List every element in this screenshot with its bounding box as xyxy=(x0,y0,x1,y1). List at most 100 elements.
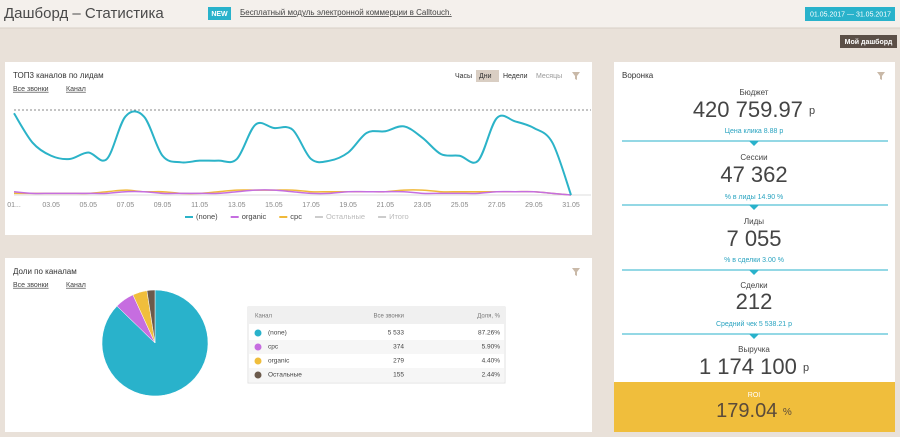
filter-icon[interactable] xyxy=(572,268,580,276)
table-header: Доля, % xyxy=(477,314,500,320)
funnel-panel xyxy=(614,62,895,432)
kpi-number: 1 174 100 xyxy=(699,354,797,379)
kpi-label: Лиды xyxy=(744,217,764,226)
pie-slice xyxy=(146,289,156,344)
page-title: Дашборд – Статистика xyxy=(4,5,164,22)
kpi-value: 179.04 % xyxy=(716,400,792,422)
dashboard-button[interactable]: Мой дашборд xyxy=(845,38,893,46)
filter[interactable]: Все звонки xyxy=(13,86,49,93)
kpi-value: 47 362 xyxy=(720,162,787,187)
kpi-label: Сделки xyxy=(740,281,767,290)
kpi-number: 420 759.97 xyxy=(693,97,803,122)
table-cell: (none) xyxy=(268,330,287,337)
x-tick-label: 11.05 xyxy=(191,202,208,209)
x-tick-label: 15.05 xyxy=(265,202,283,209)
table-cell: 87.26% xyxy=(478,330,500,337)
kpi-number: 7 055 xyxy=(726,226,781,251)
x-tick-label: 09.05 xyxy=(154,202,172,209)
panel-title: Воронка xyxy=(622,71,654,80)
kpi-label: Бюджет xyxy=(740,88,769,97)
roi-box xyxy=(614,382,895,432)
table-cell: 5 533 xyxy=(388,330,405,337)
legend-label[interactable]: organic xyxy=(242,212,267,221)
table-row-bg xyxy=(249,340,504,354)
table-header: Все звонки xyxy=(373,314,404,320)
legend-label[interactable]: Остальные xyxy=(326,212,365,221)
kpi-unit: % xyxy=(783,407,792,418)
period-tab[interactable]: Дни xyxy=(479,73,492,80)
table-cell: 155 xyxy=(393,372,404,379)
news-link[interactable]: Бесплатный модуль электронной коммерции … xyxy=(240,8,452,17)
kpi-number: 212 xyxy=(736,289,773,314)
table-cell: Остальные xyxy=(268,372,302,379)
date-range-bg[interactable] xyxy=(805,7,895,21)
x-tick-label: 27.05 xyxy=(488,202,506,209)
table-cell: organic xyxy=(268,358,290,365)
x-tick-label: 25.05 xyxy=(451,202,469,209)
funnel-arrow xyxy=(749,334,759,339)
table-cell: 374 xyxy=(393,344,404,351)
legend-dot xyxy=(254,329,262,337)
table-cell: 4.40% xyxy=(482,358,501,365)
table-header: Канал xyxy=(255,314,272,320)
kpi-value: 420 759.97 р xyxy=(693,97,815,122)
legend-label[interactable]: Итого xyxy=(389,212,409,221)
series-line xyxy=(13,110,572,196)
date-range[interactable]: 01.05.2017 — 31.05.2017 xyxy=(810,11,891,18)
kpi-note: % в сделки 3.00 % xyxy=(724,257,784,264)
date-from: 01.05.2017 xyxy=(810,11,845,18)
filter[interactable]: Канал xyxy=(66,86,86,93)
filter-icon[interactable] xyxy=(572,72,580,80)
kpi-number: 47 362 xyxy=(720,162,787,187)
x-tick-label: 17.05 xyxy=(302,202,320,209)
x-tick-label: 13.05 xyxy=(228,202,246,209)
series-line xyxy=(13,189,572,196)
x-tick-label: 07.05 xyxy=(117,202,135,209)
legend-dot xyxy=(254,343,262,351)
table-cell: 279 xyxy=(393,358,404,365)
period-active-bg xyxy=(476,70,499,82)
line-panel xyxy=(5,62,592,235)
kpi-label: Выручка xyxy=(738,345,770,354)
dashboard-button-bg[interactable] xyxy=(840,35,897,48)
table-cell: cpc xyxy=(268,344,279,351)
badge: NEW xyxy=(211,11,228,18)
kpi-number: 179.04 xyxy=(716,400,777,422)
filter-icon[interactable] xyxy=(877,72,885,80)
x-tick-label: 31.05 xyxy=(562,202,580,209)
x-tick-label: 01... xyxy=(7,202,21,209)
funnel-arrow xyxy=(749,141,759,146)
legend-label[interactable]: (none) xyxy=(196,212,218,221)
kpi-note: Цена клика 8.88 р xyxy=(725,128,784,135)
legend-dot xyxy=(254,371,262,379)
table-row-bg xyxy=(249,368,504,382)
period-tab[interactable]: Недели xyxy=(503,73,528,80)
legend-dot xyxy=(254,357,262,365)
top-bar xyxy=(0,0,900,28)
kpi-note: Средний чек 5 538.21 р xyxy=(716,320,792,328)
table-header-bg xyxy=(248,307,505,324)
kpi-label: Сессии xyxy=(740,153,767,162)
kpi-value: 1 174 100 р xyxy=(699,354,809,379)
table-cell: 2.44% xyxy=(482,372,501,379)
kpi-note: % в лиды 14.90 % xyxy=(725,194,784,201)
period-tab[interactable]: Часы xyxy=(455,73,472,80)
table-cell: 5.90% xyxy=(482,344,501,351)
kpi-value: 212 xyxy=(736,289,773,314)
funnel-arrow xyxy=(749,270,759,275)
series-line xyxy=(13,189,572,196)
date-to: 31.05.2017 xyxy=(856,11,891,18)
legend-label[interactable]: cpc xyxy=(290,212,302,221)
filter[interactable]: Все звонки xyxy=(13,282,49,289)
funnel-arrow xyxy=(749,205,759,210)
kpi-unit: р xyxy=(803,362,809,374)
date-sep: — xyxy=(847,11,854,18)
filter[interactable]: Канал xyxy=(66,282,86,289)
panel-title: ТОП3 каналов по лидам xyxy=(13,71,104,80)
kpi-value: 7 055 xyxy=(726,226,781,251)
roi-label: ROI xyxy=(748,392,761,399)
x-tick-label: 23.05 xyxy=(414,202,432,209)
x-tick-label: 19.05 xyxy=(339,202,357,209)
period-tab[interactable]: Месяцы xyxy=(536,73,562,80)
